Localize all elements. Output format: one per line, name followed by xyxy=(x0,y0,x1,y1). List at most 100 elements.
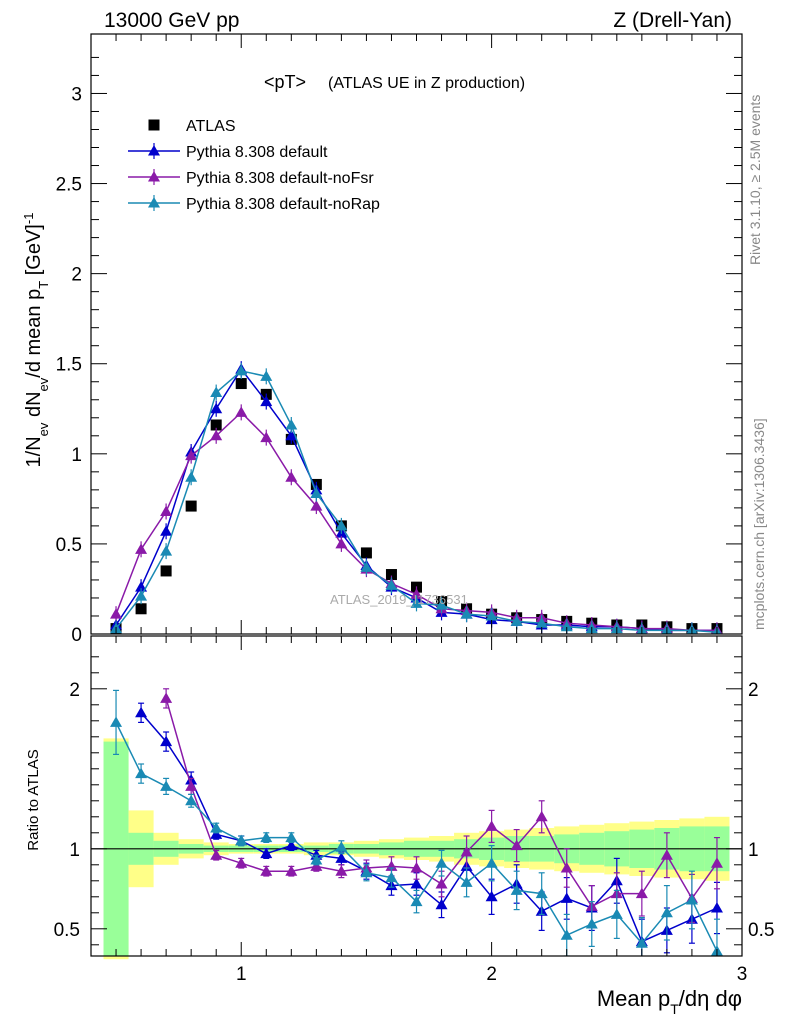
ratio-point-pythia-8-308-default-norap xyxy=(510,884,523,895)
data-point-pythia-8-308-default-norap xyxy=(535,617,548,628)
mcplots-label: mcplots.cern.ch [arXiv:1306.3436] xyxy=(751,418,767,630)
ratio-point-pythia-8-308-default-nofsr xyxy=(185,780,198,791)
data-point-atlas xyxy=(360,547,372,559)
data-point-atlas xyxy=(385,569,397,581)
data-point-pythia-8-308-default-nofsr xyxy=(235,406,248,417)
ratio-point-pythia-8-308-default-nofsr xyxy=(235,857,248,868)
legend-marker-pythia-8-308-default xyxy=(148,145,160,156)
data-point-pythia-8-308-default-norap xyxy=(485,609,498,621)
data-point-pythia-8-308-default xyxy=(260,395,273,407)
ratio-point-pythia-8-308-default-nofsr xyxy=(435,878,448,889)
chart-title-note: (ATLAS UE in Z production) xyxy=(328,75,525,92)
data-point-pythia-8-308-default-norap xyxy=(160,545,173,556)
ratio-point-pythia-8-308-default-norap xyxy=(335,841,348,852)
ratio-y-tick-label-left: 0.5 xyxy=(54,920,80,941)
legend-marker-pythia-8-308-default-nofsr xyxy=(148,171,160,182)
legend-marker-atlas xyxy=(148,119,160,131)
ratio-point-pythia-8-308-default-nofsr xyxy=(310,860,323,871)
data-point-pythia-8-308-default-norap xyxy=(335,519,348,531)
data-point-pythia-8-308-default-norap xyxy=(310,487,323,498)
main-ylabel: 1/Nev dNev/d mean pT [GeV]-1 xyxy=(21,213,51,468)
ratio-point-pythia-8-308-default-nofsr xyxy=(460,846,473,857)
watermark: ATLAS_2019_I1736531 xyxy=(330,592,468,607)
data-point-pythia-8-308-default-norap xyxy=(210,386,223,398)
ratio-point-pythia-8-308-default-norap xyxy=(410,895,423,907)
ratio-plot-area xyxy=(110,688,723,956)
ratio-point-pythia-8-308-default-nofsr xyxy=(710,857,723,868)
data-point-pythia-8-308-default-nofsr xyxy=(160,505,173,516)
data-point-atlas xyxy=(135,603,147,615)
ratio-point-pythia-8-308-default-norap xyxy=(310,854,323,865)
legend-marker-pythia-8-308-default-norap xyxy=(148,197,160,208)
ratio-point-pythia-8-308-default xyxy=(435,898,448,910)
ratio-point-pythia-8-308-default-norap xyxy=(160,780,173,791)
header-left-label: 13000 GeV pp xyxy=(104,9,239,32)
data-point-pythia-8-308-default-norap xyxy=(410,597,423,608)
data-point-pythia-8-308-default-nofsr xyxy=(110,608,123,619)
ratio-y-tick-label-right: 1 xyxy=(748,840,759,861)
ratio-point-pythia-8-308-default-nofsr xyxy=(635,887,648,899)
data-point-pythia-8-308-default-norap xyxy=(235,364,248,376)
ratio-point-pythia-8-308-default-nofsr xyxy=(660,849,673,860)
ratio-point-pythia-8-308-default-norap xyxy=(485,857,498,868)
data-point-pythia-8-308-default-nofsr xyxy=(210,429,223,441)
legend-label-pythia-8-308-default-norap: Pythia 8.308 default-noRap xyxy=(186,196,380,213)
ratio-point-pythia-8-308-default xyxy=(260,847,273,859)
ratio-point-pythia-8-308-default-nofsr xyxy=(210,849,223,860)
data-point-pythia-8-308-default-nofsr xyxy=(135,543,148,554)
legend-label-pythia-8-308-default: Pythia 8.308 default xyxy=(186,144,328,161)
chart-title: <pT> xyxy=(264,72,306,92)
ratio-point-pythia-8-308-default-norap xyxy=(435,857,448,868)
ratio-point-pythia-8-308-default xyxy=(135,706,148,718)
data-point-pythia-8-308-default-norap xyxy=(260,370,273,381)
ratio-point-pythia-8-308-default-norap xyxy=(610,908,623,919)
ratio-point-pythia-8-308-default xyxy=(560,892,573,903)
axes: 1 2 3 0 0.5 1 1.5 2 2.5 3 0.5 0.5 1 1 2 2 xyxy=(54,33,774,985)
ratio-y-tick-label-right: 0.5 xyxy=(748,920,774,941)
ratio-point-pythia-8-308-default xyxy=(485,890,498,902)
data-point-pythia-8-308-default-norap xyxy=(510,615,523,626)
ratio-point-pythia-8-308-default-norap xyxy=(285,831,298,843)
main-y-tick-label: 1.5 xyxy=(56,355,82,376)
ratio-point-pythia-8-308-default-norap xyxy=(585,918,598,929)
x-tick-label: 2 xyxy=(486,964,497,985)
ratio-point-pythia-8-308-default-norap xyxy=(110,716,123,727)
data-point-pythia-8-308-default-nofsr xyxy=(335,537,348,549)
data-point-pythia-8-308-default xyxy=(160,525,173,536)
legend: ATLAS Pythia 8.308 default Pythia 8.308 de… xyxy=(128,118,380,213)
x-tick-label: 3 xyxy=(737,964,748,985)
legend-label-pythia-8-308-default-nofsr: Pythia 8.308 default-noFsr xyxy=(186,170,374,187)
ratio-point-pythia-8-308-default-nofsr xyxy=(410,862,423,873)
data-point-pythia-8-308-default-norap xyxy=(360,561,373,572)
ratio-point-pythia-8-308-default-norap xyxy=(685,894,698,905)
ratio-point-pythia-8-308-default xyxy=(285,839,298,851)
data-point-pythia-8-308-default-norap xyxy=(135,590,148,601)
ratio-line-pythia-8-308-default xyxy=(140,712,718,943)
legend-label-atlas: ATLAS xyxy=(186,118,236,135)
ratio-point-pythia-8-308-default-norap xyxy=(535,887,548,899)
main-y-tick-label: 0.5 xyxy=(56,535,82,556)
ratio-point-pythia-8-308-default-norap xyxy=(385,871,398,883)
main-y-tick-label: 1 xyxy=(71,445,82,466)
data-point-pythia-8-308-default xyxy=(285,429,298,441)
ratio-point-pythia-8-308-default-norap xyxy=(235,834,248,846)
rivet-label: Rivet 3.1.10, ≥ 2.5M events xyxy=(747,95,763,265)
x-tick-label: 1 xyxy=(236,964,247,985)
ratio-point-pythia-8-308-default-nofsr xyxy=(485,820,498,831)
data-point-pythia-8-308-default-norap xyxy=(185,471,198,482)
header-right-label: Z (Drell-Yan) xyxy=(613,9,732,32)
xaxis-label: Mean pT/dη dφ xyxy=(597,986,742,1017)
data-point-pythia-8-308-default-nofsr xyxy=(260,431,273,443)
data-point-pythia-8-308-default-nofsr xyxy=(410,588,423,599)
ratio-point-pythia-8-308-default-nofsr xyxy=(160,692,173,703)
data-point-pythia-8-308-default-norap xyxy=(285,418,298,430)
data-point-pythia-8-308-default xyxy=(210,402,223,414)
data-point-pythia-8-308-default xyxy=(135,581,148,592)
ratio-point-pythia-8-308-default-norap xyxy=(210,822,223,833)
ratio-point-pythia-8-308-default xyxy=(410,878,423,889)
ratio-point-pythia-8-308-default-norap xyxy=(560,929,573,940)
data-point-pythia-8-308-default-nofsr xyxy=(285,471,298,482)
ratio-point-pythia-8-308-default xyxy=(710,902,723,913)
data-point-pythia-8-308-default-norap xyxy=(560,620,573,632)
